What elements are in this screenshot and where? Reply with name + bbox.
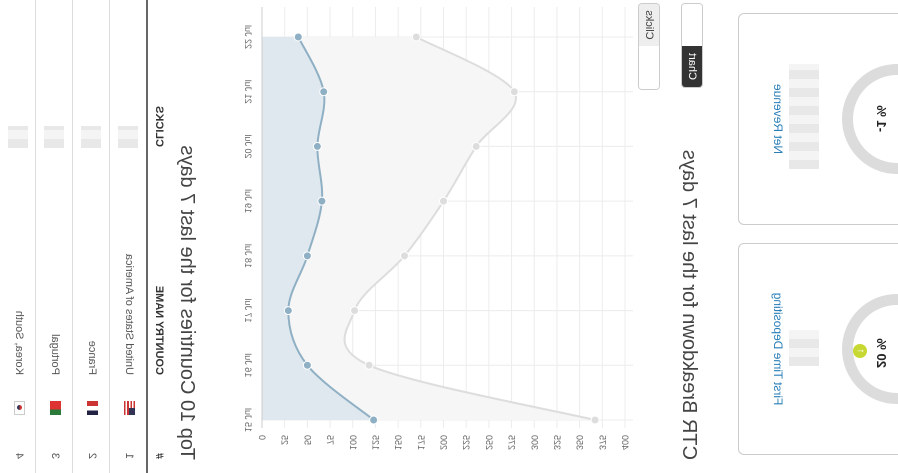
chart-view-button[interactable]: Chart xyxy=(682,46,702,87)
y-tick-label: 100 xyxy=(348,435,358,450)
x-tick-label: 22 Jul xyxy=(243,25,253,49)
x-tick-label: 19 Jul xyxy=(243,189,253,213)
first-time-depositing-card: 20 % ↑ First Time Depositing xyxy=(738,243,898,455)
header-country-name[interactable]: COUNTRY NAME xyxy=(153,285,165,375)
metric-select-value[interactable]: Clicks xyxy=(639,4,659,46)
x-tick-label: 17 Jul xyxy=(243,299,253,323)
series-grey-point xyxy=(399,251,409,261)
y-tick-label: 125 xyxy=(370,435,380,450)
progress-donut xyxy=(842,294,898,404)
korea-flag-icon xyxy=(14,401,25,415)
us-flag-icon xyxy=(124,401,135,415)
country-name: United States of America xyxy=(123,253,135,375)
y-tick-label: 0 xyxy=(257,435,267,440)
table-row[interactable]: 1 United States of America xyxy=(109,0,146,473)
card-title[interactable]: Net Revenue xyxy=(771,83,785,155)
alt-view-button[interactable] xyxy=(682,4,702,46)
y-tick-label: 175 xyxy=(416,435,426,450)
france-flag-icon xyxy=(87,401,98,415)
row-number: 3 xyxy=(49,452,61,459)
series-blue-point xyxy=(293,32,303,42)
country-name: Portugal xyxy=(49,334,61,375)
y-tick-label: 50 xyxy=(302,435,312,445)
blurred-clicks xyxy=(8,126,28,148)
header-clicks[interactable]: CLICKS xyxy=(153,106,165,147)
ctr-chart-title: CTR Breakdown for the last 7 days xyxy=(678,149,700,460)
x-tick-label: 16 Jul xyxy=(243,353,253,377)
y-tick-label: 275 xyxy=(507,435,517,450)
x-tick-label: 20 Jul xyxy=(243,134,253,158)
x-tick-label: 18 Jul xyxy=(243,244,253,268)
series-blue-point xyxy=(369,415,379,425)
progress-donut xyxy=(842,64,898,174)
series-grey-point xyxy=(364,360,374,370)
y-tick-label: 350 xyxy=(575,435,585,450)
blurred-clicks xyxy=(44,126,64,148)
countries-table-title: Top 10 Countries for the last 7 days xyxy=(176,145,198,460)
header-divider xyxy=(146,0,148,473)
metric-select[interactable]: Clicks xyxy=(638,3,660,90)
percent-label: 20 % xyxy=(874,338,889,368)
net-revenue-card: -1 % Net Revenue xyxy=(738,13,898,225)
table-row[interactable]: 3 Portugal xyxy=(35,0,72,473)
y-tick-label: 375 xyxy=(597,435,607,450)
row-number: 2 xyxy=(86,452,98,459)
y-tick-label: 250 xyxy=(484,435,494,450)
card-title[interactable]: First Time Depositing xyxy=(771,292,785,406)
y-tick-label: 225 xyxy=(461,435,471,450)
blurred-value xyxy=(789,64,819,169)
table-row[interactable]: 2 France xyxy=(72,0,109,473)
blurred-value xyxy=(789,330,819,366)
view-toggle: Chart xyxy=(681,3,703,88)
country-name: Korea, South xyxy=(13,310,25,375)
table-row[interactable]: 4 Korea, South xyxy=(0,0,36,473)
blurred-clicks xyxy=(118,126,138,148)
y-tick-label: 400 xyxy=(620,435,630,450)
y-tick-label: 25 xyxy=(280,435,290,445)
header-num: # xyxy=(153,452,165,459)
series-blue-point xyxy=(312,141,322,151)
row-number: 4 xyxy=(13,452,25,459)
percent-label: -1 % xyxy=(874,105,889,132)
series-blue-point xyxy=(319,87,329,97)
series-grey-area xyxy=(262,37,596,420)
y-tick-label: 300 xyxy=(529,435,539,450)
row-number: 1 xyxy=(123,452,135,459)
x-tick-label: 15 Jul xyxy=(243,408,253,432)
series-grey-point xyxy=(350,306,360,316)
series-grey-point xyxy=(509,87,519,97)
arrow-up-circle-icon: ↑ xyxy=(853,344,867,358)
series-grey-point xyxy=(411,32,421,42)
portugal-flag-icon xyxy=(50,401,61,415)
country-name: France xyxy=(86,340,98,375)
y-tick-label: 325 xyxy=(552,435,562,450)
series-grey-point xyxy=(590,415,600,425)
y-tick-label: 150 xyxy=(393,435,403,450)
blurred-clicks xyxy=(81,126,101,148)
series-blue-area xyxy=(262,37,374,420)
series-blue-point xyxy=(317,196,327,206)
series-blue-point xyxy=(283,306,293,316)
series-grey-point xyxy=(439,196,448,206)
ctr-area-chart: 0 25 50 75 100 125 150 175 200 225 250 275 300 325 350… xyxy=(243,7,633,450)
x-tick-label: 21 Jul xyxy=(243,80,253,104)
series-grey-point xyxy=(471,141,481,151)
series-blue-point xyxy=(302,360,312,370)
y-tick-label: 75 xyxy=(325,435,335,445)
series-blue-point xyxy=(302,251,312,261)
y-tick-label: 200 xyxy=(439,435,449,450)
